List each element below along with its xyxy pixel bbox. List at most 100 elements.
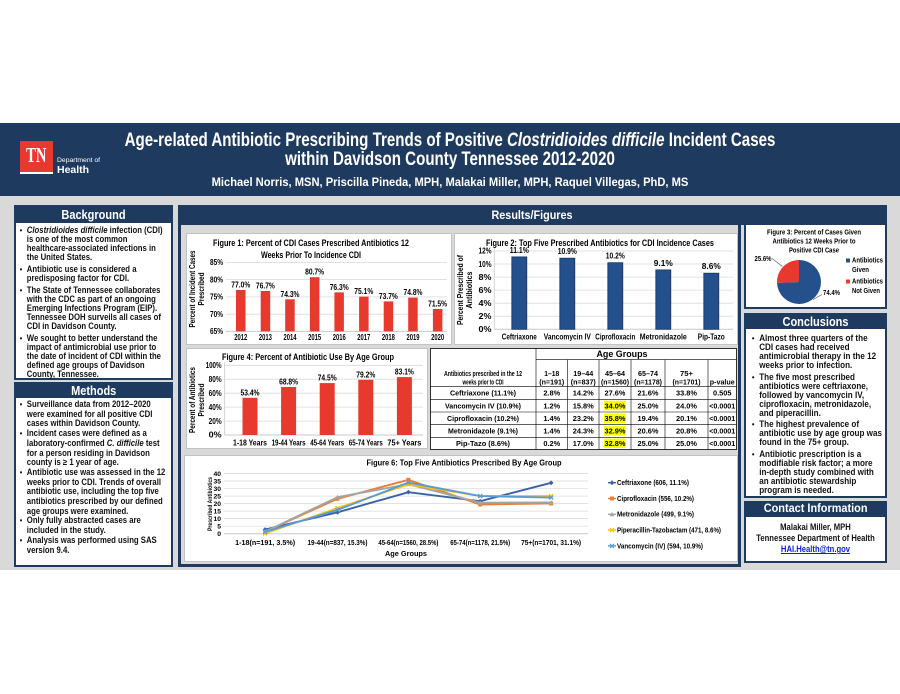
svg-text:8%: 8% [479,273,492,282]
svg-text:Pip-Tazo: Pip-Tazo [698,332,725,341]
svg-text:12%: 12% [479,247,492,256]
svg-text:45-64(n=1560, 28.5%): 45-64(n=1560, 28.5%) [378,540,438,547]
svg-text:<0.0001: <0.0001 [709,439,735,448]
svg-text:Figure 1: Percent of CDI Cases: Figure 1: Percent of CDI Cases Prescribe… [213,238,409,248]
svg-text:74.8%: 74.8% [404,288,423,297]
svg-text:Metronidazole (499, 9.1%): Metronidazole (499, 9.1%) [617,512,694,519]
svg-text:17.0%: 17.0% [573,439,594,448]
svg-text:1-18 Years: 1-18 Years [233,439,267,448]
svg-text:34.0%: 34.0% [605,401,626,410]
svg-text:25.6%: 25.6% [755,254,772,263]
svg-text:Ciprofloxacin (556, 10.2%): Ciprofloxacin (556, 10.2%) [617,496,694,503]
svg-text:20%: 20% [209,417,222,426]
svg-text:Prescribed Antibiotics: Prescribed Antibiotics [207,477,214,531]
svg-text:Figure 3: Percent of Cases Giv: Figure 3: Percent of Cases Given [767,228,861,237]
svg-text:33.8%: 33.8% [676,389,697,398]
svg-text:2014: 2014 [284,333,297,342]
svg-text:Percent of Antibiotics: Percent of Antibiotics [188,366,197,433]
svg-text:19-44 Years: 19-44 Years [272,439,306,448]
svg-text:32.8%: 32.8% [605,439,626,448]
svg-text:Percent Prescribed of: Percent Prescribed of [456,255,465,325]
svg-text:70%: 70% [210,310,223,319]
svg-text:Given: Given [852,265,869,274]
svg-text:40: 40 [213,471,221,478]
svg-text:24.0%: 24.0% [676,401,697,410]
svg-text:6%: 6% [479,286,492,295]
svg-text:0%: 0% [209,431,222,440]
svg-text:35: 35 [213,478,221,485]
svg-text:2015: 2015 [308,333,321,342]
svg-text:10.9%: 10.9% [558,247,577,256]
svg-text:21.6%: 21.6% [638,389,659,398]
svg-text:(n=1178): (n=1178) [634,377,662,386]
svg-text:1.4%: 1.4% [543,414,560,423]
svg-text:8.6%: 8.6% [702,262,721,271]
svg-text:Piperacillin-Tazobactam (471,: Piperacillin-Tazobactam (471, 8.6%) [617,528,721,535]
svg-text:Positive CDI Case: Positive CDI Case [789,245,839,254]
svg-text:45-64 Years: 45-64 Years [310,439,344,448]
svg-text:Antibiotics 12 Weeks Prior to: Antibiotics 12 Weeks Prior to [773,237,856,246]
svg-text:Figure 4: Percent of Antibioti: Figure 4: Percent of Antibiotic Use By A… [222,352,394,362]
svg-text:20.1%: 20.1% [676,414,697,423]
svg-text:10%: 10% [479,260,492,269]
svg-text:Age Groups: Age Groups [597,349,648,360]
svg-text:0.505: 0.505 [713,389,732,398]
svg-text:74.5%: 74.5% [318,374,337,383]
svg-text:Antibiotics: Antibiotics [852,277,883,286]
svg-text:Antibiotics: Antibiotics [852,256,883,265]
svg-text:2019: 2019 [407,333,420,342]
svg-text:14.2%: 14.2% [573,389,594,398]
svg-text:24.3%: 24.3% [573,427,594,436]
svg-text:20: 20 [213,501,221,508]
svg-text:Vancomycin (IV) (594, 10.9%): Vancomycin (IV) (594, 10.9%) [617,543,703,550]
svg-text:80%: 80% [210,275,223,284]
svg-text:68.8%: 68.8% [279,378,298,387]
svg-text:77.0%: 77.0% [231,281,250,290]
svg-text:0%: 0% [479,325,492,334]
svg-text:0: 0 [217,531,221,538]
svg-text:1–18: 1–18 [544,369,559,378]
svg-text:2016: 2016 [333,333,346,342]
svg-text:45–64: 45–64 [605,369,626,378]
svg-text:Not Given: Not Given [852,286,880,295]
svg-text:<0.0001: <0.0001 [709,427,735,436]
svg-text:25: 25 [213,493,221,500]
svg-text:Metronidazole: Metronidazole [640,332,688,341]
svg-text:100%: 100% [206,361,222,370]
svg-text:71.5%: 71.5% [428,299,447,308]
svg-text:1.2%: 1.2% [543,401,560,410]
svg-text:10.2%: 10.2% [606,252,625,261]
svg-text:75.1%: 75.1% [354,287,373,296]
svg-text:Ceftriaxone (11.1%): Ceftriaxone (11.1%) [450,389,517,398]
svg-text:Prescribed: Prescribed [197,272,206,305]
svg-text:65%: 65% [210,327,223,336]
svg-text:15: 15 [213,509,221,516]
svg-text:65–74: 65–74 [638,369,659,378]
svg-text:Percent of Incident Cases: Percent of Incident Cases [188,250,197,328]
svg-text:Metronidazole (9.1%): Metronidazole (9.1%) [448,427,519,436]
svg-text:74.3%: 74.3% [281,290,300,299]
svg-text:80.7%: 80.7% [305,268,324,277]
svg-text:65-74 Years: 65-74 Years [349,439,383,448]
svg-text:19–44: 19–44 [573,369,594,378]
svg-text:11.1%: 11.1% [510,246,529,255]
svg-text:1-18(n=191, 3.5%): 1-18(n=191, 3.5%) [235,540,295,547]
svg-text:76.7%: 76.7% [256,282,275,291]
svg-text:Ciprofloxacin: Ciprofloxacin [595,332,635,341]
svg-text:4%: 4% [479,299,492,308]
svg-text:10: 10 [213,516,221,523]
svg-text:23.2%: 23.2% [573,414,594,423]
svg-text:20.8%: 20.8% [676,427,697,436]
svg-text:5: 5 [217,524,221,531]
svg-text:85%: 85% [210,258,223,267]
svg-text:Vancomycin IV (10.9%): Vancomycin IV (10.9%) [445,401,522,410]
svg-text:79.2%: 79.2% [356,370,375,379]
svg-text:30: 30 [213,486,221,493]
svg-text:Weeks Prior To Incidence CDI: Weeks Prior To Incidence CDI [261,250,361,260]
svg-text:65-74(n=1178, 21.5%): 65-74(n=1178, 21.5%) [450,540,510,547]
svg-text:19.4%: 19.4% [638,414,659,423]
svg-text:2.8%: 2.8% [543,389,560,398]
svg-text:53.4%: 53.4% [241,388,260,397]
svg-text:0.2%: 0.2% [543,439,560,448]
svg-text:60%: 60% [209,389,222,398]
